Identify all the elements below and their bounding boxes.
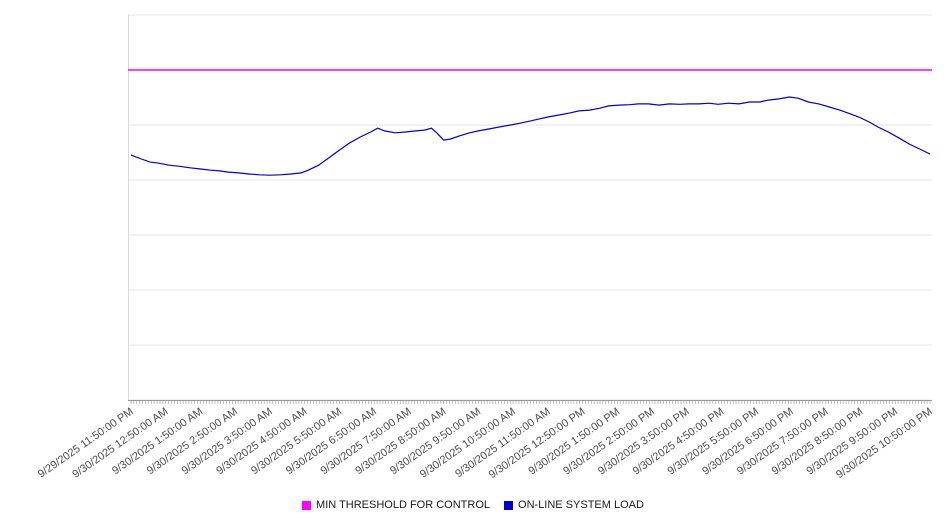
gridlines <box>128 14 932 401</box>
legend-swatch-min-threshold-icon <box>302 500 312 510</box>
legend-item-online-system-load[interactable]: ON-LINE SYSTEM LOAD <box>504 499 644 511</box>
x-axis-ticks <box>130 400 931 404</box>
legend-item-min-threshold[interactable]: MIN THRESHOLD FOR CONTROL <box>302 499 490 511</box>
chart-svg: 9/29/2025 11:50:00 PM9/30/2025 12:50:00 … <box>36 14 935 481</box>
legend: MIN THRESHOLD FOR CONTROL ON-LINE SYSTEM… <box>0 499 946 511</box>
x-axis-labels: 9/29/2025 11:50:00 PM9/30/2025 12:50:00 … <box>36 406 935 481</box>
legend-label-min-threshold: MIN THRESHOLD FOR CONTROL <box>316 499 491 511</box>
legend-swatch-online-system-load-icon <box>504 500 514 510</box>
legend-label-online-system-load: ON-LINE SYSTEM LOAD <box>518 499 644 511</box>
series-lines <box>128 69 932 176</box>
axis-lines <box>128 15 932 401</box>
